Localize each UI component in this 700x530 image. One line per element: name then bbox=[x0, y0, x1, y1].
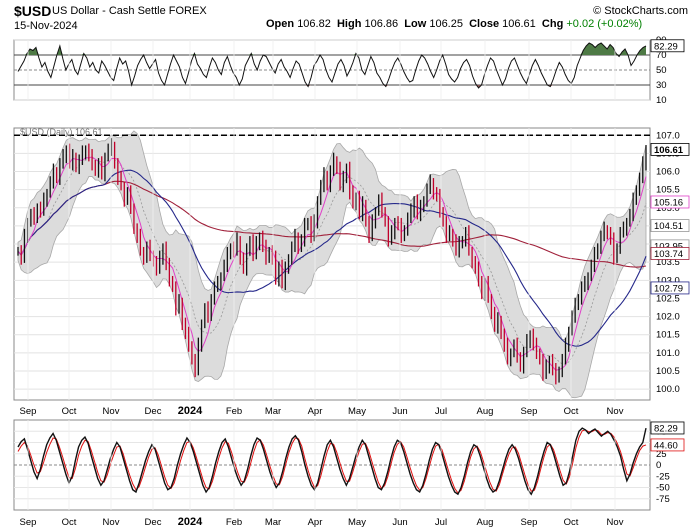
price-right-label: 106.61 bbox=[654, 145, 684, 156]
price-tick-label: 101.5 bbox=[656, 330, 680, 341]
price-x-label: Aug bbox=[477, 406, 494, 417]
upper-overbought-fill bbox=[23, 43, 646, 55]
price-x-label: Feb bbox=[226, 406, 242, 417]
price-right-label-box bbox=[650, 142, 690, 156]
price-tick-label: 107.0 bbox=[656, 130, 680, 141]
bollinger-mid-line bbox=[17, 157, 647, 365]
lower-last-value-label-1: 82.29 bbox=[654, 423, 678, 434]
chg-label: Chg bbox=[541, 18, 564, 30]
lower-last-value-box-2 bbox=[650, 438, 685, 452]
lower-last-value-label-2: 44.60 bbox=[654, 440, 678, 451]
price-x-label: 2024 bbox=[178, 405, 203, 417]
lower-x-label: Mar bbox=[265, 517, 281, 528]
ohlc-summary: Open 106.82 High 106.86 Low 106.25 Close… bbox=[266, 18, 642, 30]
upper-tick-label: 50 bbox=[656, 65, 667, 76]
lower-last-value-box-1 bbox=[650, 421, 685, 435]
price-x-label: Oct bbox=[564, 406, 579, 417]
price-right-label-box bbox=[650, 247, 690, 260]
price-tick-label: 100.0 bbox=[656, 384, 680, 395]
lower-x-label: Oct bbox=[564, 517, 579, 528]
price-tick-label: 102.5 bbox=[656, 293, 680, 304]
price-x-label: Sep bbox=[521, 406, 538, 417]
price-x-label: Jun bbox=[392, 406, 407, 417]
lower-x-label: Sep bbox=[521, 517, 538, 528]
lower-x-label: Jun bbox=[392, 517, 407, 528]
price-x-label: Jul bbox=[435, 406, 447, 417]
upper-tick-label: 10 bbox=[656, 95, 667, 106]
lower-x-label: Oct bbox=[62, 517, 77, 528]
high-value: 106.86 bbox=[364, 18, 399, 30]
lower-x-label: Jul bbox=[435, 517, 447, 528]
price-right-label-box bbox=[650, 195, 690, 209]
lower-x-label: May bbox=[348, 517, 366, 528]
price-x-label: Sep bbox=[20, 406, 37, 417]
price-x-label: Apr bbox=[308, 406, 323, 417]
lower-x-label: Nov bbox=[607, 517, 624, 528]
close-label: Close bbox=[469, 18, 500, 30]
chg-value: +0.02 (+0.02%) bbox=[566, 18, 643, 30]
lower-x-label: Nov bbox=[103, 517, 120, 528]
price-tick-label: 106.0 bbox=[656, 167, 680, 178]
price-x-label: May bbox=[348, 406, 366, 417]
lower-x-label: Feb bbox=[226, 517, 242, 528]
lower-x-label: Sep bbox=[20, 517, 37, 528]
symbol-label: $USD bbox=[14, 3, 52, 19]
description-text: US Dollar - Cash Settle bbox=[52, 5, 166, 17]
price-right-label: 102.79 bbox=[654, 283, 683, 294]
price-right-label-box bbox=[650, 219, 690, 232]
upper-tick-label: 70 bbox=[656, 50, 667, 61]
low-label: Low bbox=[404, 18, 427, 30]
price-x-label: Nov bbox=[103, 406, 120, 417]
chart-header: $USD US Dollar - Cash Settle FOREX © Sto… bbox=[0, 0, 700, 38]
chart-date: 15-Nov-2024 bbox=[14, 20, 78, 32]
price-x-label: Oct bbox=[62, 406, 77, 417]
exchange-text: FOREX bbox=[168, 5, 207, 17]
lower-tick-label: -50 bbox=[656, 483, 670, 494]
low-value: 106.25 bbox=[429, 18, 463, 30]
open-label: Open bbox=[266, 18, 295, 30]
high-label: High bbox=[336, 18, 362, 30]
lower-oscillator-line bbox=[17, 427, 647, 496]
price-right-label: 105.16 bbox=[654, 197, 683, 208]
price-tick-label: 102.0 bbox=[656, 312, 680, 323]
price-x-label: Dec bbox=[145, 406, 162, 417]
close-value: 106.61 bbox=[502, 18, 536, 30]
upper-oscillator-line bbox=[17, 42, 647, 89]
upper-tick-label: 30 bbox=[656, 80, 667, 91]
lower-tick-label: 0 bbox=[656, 460, 661, 471]
lower-x-label: Aug bbox=[477, 517, 494, 528]
price-tick-label: 103.0 bbox=[656, 275, 680, 286]
lower-tick-label: -25 bbox=[656, 471, 670, 482]
lower-x-label: Apr bbox=[308, 517, 323, 528]
price-tick-label: 103.5 bbox=[656, 257, 680, 268]
price-right-label: 103.74 bbox=[654, 249, 683, 260]
lower-tick-label: 25 bbox=[656, 449, 667, 460]
price-bars bbox=[17, 138, 647, 385]
price-panel-title: $USD (Daily) 106.61 bbox=[20, 127, 103, 137]
price-tick-label: 105.5 bbox=[656, 185, 680, 196]
price-x-label: Nov bbox=[607, 406, 624, 417]
lower-x-label: 2024 bbox=[178, 516, 203, 528]
price-tick-label: 101.0 bbox=[656, 348, 680, 359]
source-credit: © StockCharts.com bbox=[593, 5, 688, 17]
price-right-label-box bbox=[650, 281, 690, 295]
price-x-label: Mar bbox=[265, 406, 281, 417]
price-right-label: 104.51 bbox=[654, 221, 683, 232]
open-value: 106.82 bbox=[297, 18, 331, 30]
symbol-description: US Dollar - Cash Settle FOREX bbox=[52, 5, 207, 17]
price-right-label: 103.95 bbox=[654, 241, 683, 252]
ma-short-line bbox=[17, 156, 647, 371]
price-tick-label: 100.5 bbox=[656, 366, 680, 377]
upper-last-value-label: 82.29 bbox=[654, 41, 678, 52]
lower-x-label: Dec bbox=[145, 517, 162, 528]
ma-long-line bbox=[17, 180, 647, 268]
upper-last-value-box bbox=[650, 39, 685, 53]
lower-tick-label: -75 bbox=[656, 494, 670, 505]
